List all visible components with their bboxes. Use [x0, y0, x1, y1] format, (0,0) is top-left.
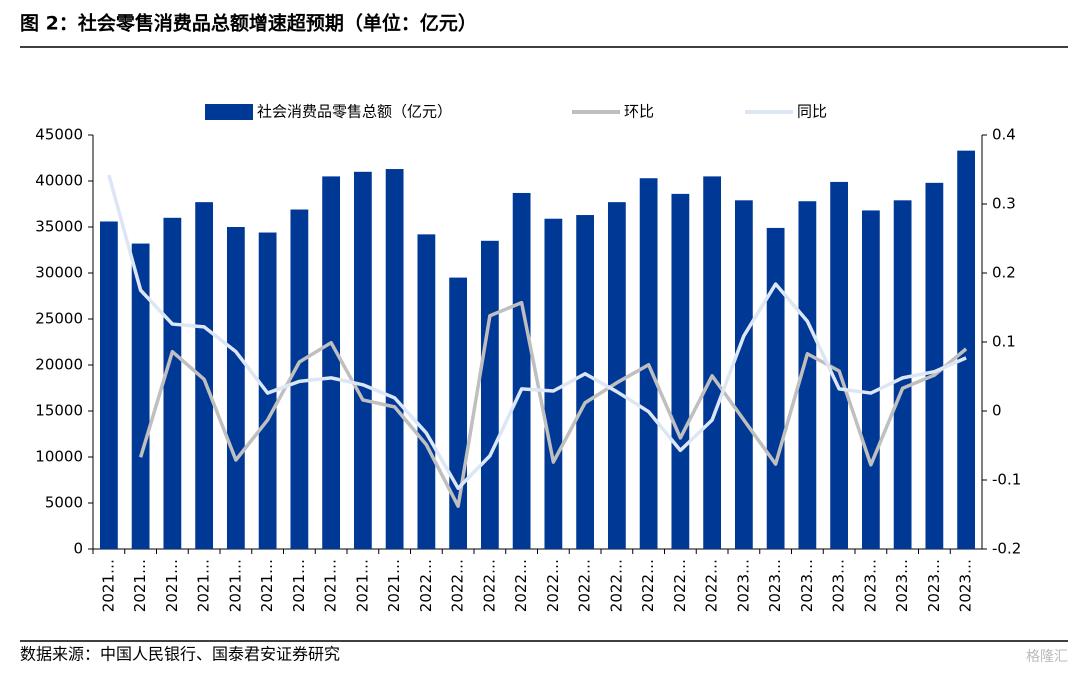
x-tick-label: 2021… — [322, 559, 340, 612]
bar — [290, 209, 309, 549]
bar — [226, 227, 245, 549]
bar — [544, 218, 563, 549]
x-tick-label: 2023… — [893, 559, 911, 612]
x-tick-label: 2023… — [798, 559, 816, 612]
y-tick-label: 10000 — [35, 448, 83, 466]
bar — [449, 277, 468, 549]
x-tick-label: 2022… — [703, 559, 721, 612]
bar — [925, 182, 944, 549]
legend-label: 同比 — [797, 103, 827, 121]
y-tick-label: 20000 — [35, 356, 83, 374]
x-tick-label: 2022… — [607, 559, 625, 612]
x-tick-label: 2023… — [830, 559, 848, 612]
bar — [607, 202, 626, 549]
line — [107, 174, 967, 491]
x-tick-label: 2022… — [544, 559, 562, 612]
x-tick-label: 2022… — [671, 559, 689, 612]
bar — [671, 193, 690, 549]
y2-tick-label: 0.4 — [992, 126, 1016, 144]
x-tick-label: 2021… — [163, 559, 181, 612]
bar — [131, 243, 150, 549]
bar — [163, 217, 182, 550]
y-tick-label: 30000 — [35, 264, 83, 282]
bar — [385, 169, 404, 550]
bar — [766, 227, 785, 550]
x-tick-label: 2022… — [480, 559, 498, 612]
x-tick-label: 2023… — [766, 559, 784, 612]
x-tick-label: 2021… — [290, 559, 308, 612]
x-tick-label: 2022… — [512, 559, 530, 612]
x-tick-label: 2023… — [861, 559, 879, 612]
watermark: 格隆汇 — [1026, 649, 1068, 665]
y2-tick-label: 0.3 — [992, 195, 1016, 213]
bar — [512, 192, 531, 549]
x-tick-label: 2022… — [417, 559, 435, 612]
chart-title: 图 2：社会零售消费品总额增速超预期（单位：亿元） — [20, 12, 477, 35]
y-tick-label: 0 — [73, 540, 83, 558]
legend-swatch — [205, 104, 253, 120]
x-tick-label: 2021… — [258, 559, 276, 612]
x-tick-label: 2023… — [957, 559, 975, 612]
y-tick-label: 25000 — [35, 310, 83, 328]
bar — [322, 176, 341, 549]
x-tick-label: 2022… — [449, 559, 467, 612]
y2-tick-label: -0.2 — [992, 540, 1021, 558]
bar — [195, 202, 214, 549]
x-tick-label: 2021… — [226, 559, 244, 612]
y2-tick-label: 0 — [992, 402, 1002, 420]
y2-tick-label: 0.1 — [992, 333, 1016, 351]
bar — [734, 200, 753, 549]
legend-label: 社会消费品零售总额（亿元） — [257, 103, 452, 121]
y-tick-label: 45000 — [35, 126, 83, 144]
source: 数据来源：中国人民银行、国泰君安证券研究 — [20, 645, 340, 664]
bar — [703, 176, 722, 549]
bar — [99, 221, 118, 550]
x-tick-label: 2021… — [131, 559, 149, 612]
bar — [353, 171, 372, 550]
y-tick-label: 15000 — [35, 402, 83, 420]
bar — [830, 181, 849, 550]
bar — [798, 201, 817, 550]
y2-tick-label: 0.2 — [992, 264, 1016, 282]
x-tick-label: 2023… — [734, 559, 752, 612]
y-tick-label: 40000 — [35, 172, 83, 190]
x-tick-label: 2021… — [99, 559, 117, 612]
bar — [861, 210, 880, 549]
y-tick-label: 35000 — [35, 218, 83, 236]
x-tick-label: 2021… — [195, 559, 213, 612]
bar — [480, 240, 499, 550]
bar — [417, 234, 436, 550]
x-tick-label: 2022… — [576, 559, 594, 612]
bar — [893, 200, 912, 549]
x-tick-label: 2021… — [385, 559, 403, 612]
y2-tick-label: -0.1 — [992, 471, 1021, 489]
legend-label: 环比 — [624, 103, 654, 121]
y-tick-label: 5000 — [45, 494, 83, 512]
x-tick-label: 2022… — [639, 559, 657, 612]
bar — [576, 215, 595, 550]
x-tick-label: 2021… — [353, 559, 371, 612]
x-tick-label: 2023… — [925, 559, 943, 612]
